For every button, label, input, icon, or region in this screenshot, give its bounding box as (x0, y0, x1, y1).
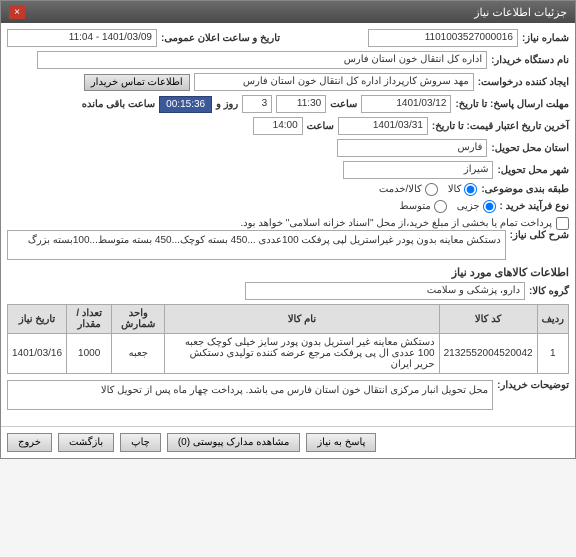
explain-text: محل تحویل انبار مرکزی انتقال خون استان ف… (7, 380, 493, 410)
deadline-hour-label: ساعت (330, 99, 357, 110)
announce-date-label: تاریخ و ساعت اعلان عمومی: (161, 33, 280, 44)
buyer-label: نام دستگاه خریدار: (491, 55, 569, 66)
window-title: جزئیات اطلاعات نیاز (474, 6, 567, 19)
process-label: نوع فرآیند خرید : (500, 201, 569, 212)
days-value: 3 (242, 95, 272, 113)
contact-info-button[interactable]: اطلاعات تماس خریدار (84, 74, 190, 91)
row-buyer: نام دستگاه خریدار: اداره کل انتقال خون ا… (7, 51, 569, 69)
countdown-timer: 00:15:36 (159, 96, 212, 113)
summary-text: دستکش معاینه بدون پودر غیراستریل لپی پرف… (7, 230, 506, 260)
radio-khadamat[interactable]: کالا/خدمت (379, 183, 438, 196)
exit-button[interactable]: خروج (7, 433, 52, 452)
cell-name: دستکش معاینه غیر استریل بدون پودر سایز خ… (165, 334, 439, 374)
th-name: نام کالا (165, 305, 439, 334)
radio-partial-label: جزیی (457, 201, 480, 212)
need-number-value: 1101003527000016 (368, 29, 518, 47)
row-explain: توضیحات خریدار: محل تحویل انبار مرکزی ان… (7, 380, 569, 410)
radio-kala-label: کالا (448, 184, 462, 195)
table-row: 1 2132552004520042 دستکش معاینه غیر استر… (8, 334, 569, 374)
radio-khadamat-input[interactable] (425, 183, 438, 196)
cell-code: 2132552004520042 (439, 334, 537, 374)
creator-value: مهد سروش کارپرداز اداره کل انتقال خون اس… (194, 73, 474, 91)
attachments-button[interactable]: مشاهده مدارک پیوستی (0) (167, 433, 301, 452)
radio-medium-input[interactable] (434, 200, 447, 213)
cell-date: 1401/03/16 (8, 334, 67, 374)
announce-date-value: 1401/03/09 - 11:04 (7, 29, 157, 47)
province-label: استان محل تحویل: (491, 143, 569, 154)
deadline-hour: 11:30 (276, 95, 326, 113)
city-label: شهر محل تحویل: (497, 165, 569, 176)
cell-qty: 1000 (67, 334, 112, 374)
payment-note-row: پرداخت تمام یا بخشی از مبلغ خرید،از محل … (7, 217, 569, 230)
radio-medium-label: متوسط (399, 201, 430, 212)
buyer-value: اداره کل انتقال خون استان فارس (37, 51, 487, 69)
explain-label: توضیحات خریدار: (497, 380, 569, 391)
row-summary: شرح کلی نیاز: دستکش معاینه بدون پودر غیر… (7, 230, 569, 260)
radio-medium[interactable]: متوسط (399, 200, 446, 213)
cell-unit: جعبه (112, 334, 165, 374)
content-area: شماره نیاز: 1101003527000016 تاریخ و ساع… (1, 23, 575, 420)
need-number-label: شماره نیاز: (522, 33, 569, 44)
validity-hour-label: ساعت (307, 121, 334, 132)
remaining-label: ساعت باقی مانده (82, 99, 155, 110)
row-category: طبقه بندی موضوعی: کالا کالا/خدمت (7, 183, 569, 196)
summary-label: شرح کلی نیاز: (510, 230, 569, 241)
th-row: ردیف (537, 305, 568, 334)
row-group: گروه کالا: دارو، پزشکی و سلامت (7, 282, 569, 300)
row-deadline: مهلت ارسال پاسخ: تا تاریخ: 1401/03/12 سا… (7, 95, 569, 113)
radio-khadamat-label: کالا/خدمت (379, 184, 422, 195)
title-bar: جزئیات اطلاعات نیاز × (1, 1, 575, 23)
category-options: کالا کالا/خدمت (379, 183, 477, 196)
deadline-label: مهلت ارسال پاسخ: تا تاریخ: (455, 99, 569, 110)
radio-partial[interactable]: جزیی (457, 200, 496, 213)
creator-label: ایجاد کننده درخواست: (478, 77, 569, 88)
payment-checkbox[interactable] (556, 217, 569, 230)
radio-partial-input[interactable] (483, 200, 496, 213)
row-city: شهر محل تحویل: شیراز (7, 161, 569, 179)
province-value: فارس (337, 139, 487, 157)
group-label: گروه کالا: (529, 286, 569, 297)
group-value: دارو، پزشکی و سلامت (245, 282, 525, 300)
back-button[interactable]: بازگشت (58, 433, 114, 452)
th-code: کد کالا (439, 305, 537, 334)
validity-label: آخرین تاریخ اعتبار قیمت: تا تاریخ: (432, 121, 569, 132)
reply-button[interactable]: پاسخ به نیاز (306, 433, 376, 452)
days-label: روز و (216, 99, 238, 110)
th-unit: واحد شمارش (112, 305, 165, 334)
goods-table: ردیف کد کالا نام کالا واحد شمارش تعداد /… (7, 304, 569, 374)
radio-kala[interactable]: کالا (448, 183, 478, 196)
th-qty: تعداد / مقدار (67, 305, 112, 334)
process-options: جزیی متوسط (399, 200, 495, 213)
close-button[interactable]: × (9, 5, 25, 19)
row-validity: آخرین تاریخ اعتبار قیمت: تا تاریخ: 1401/… (7, 117, 569, 135)
row-process: نوع فرآیند خرید : جزیی متوسط (7, 200, 569, 213)
deadline-date: 1401/03/12 (361, 95, 451, 113)
print-button[interactable]: چاپ (120, 433, 161, 452)
radio-kala-input[interactable] (464, 183, 477, 196)
dialog-window: جزئیات اطلاعات نیاز × شماره نیاز: 110100… (0, 0, 576, 459)
row-creator: ایجاد کننده درخواست: مهد سروش کارپرداز ا… (7, 73, 569, 91)
footer-buttons: پاسخ به نیاز مشاهده مدارک پیوستی (0) چاپ… (1, 426, 575, 458)
th-date: تاریخ نیاز (8, 305, 67, 334)
cell-idx: 1 (537, 334, 568, 374)
city-value: شیراز (343, 161, 493, 179)
category-label: طبقه بندی موضوعی: (481, 184, 569, 195)
validity-hour: 14:00 (253, 117, 303, 135)
row-need-number: شماره نیاز: 1101003527000016 تاریخ و ساع… (7, 29, 569, 47)
payment-note-text: پرداخت تمام یا بخشی از مبلغ خرید،از محل … (240, 218, 552, 229)
row-province: استان محل تحویل: فارس (7, 139, 569, 157)
goods-info-title: اطلاعات کالاهای مورد نیاز (7, 266, 569, 279)
table-header-row: ردیف کد کالا نام کالا واحد شمارش تعداد /… (8, 305, 569, 334)
validity-date: 1401/03/31 (338, 117, 428, 135)
